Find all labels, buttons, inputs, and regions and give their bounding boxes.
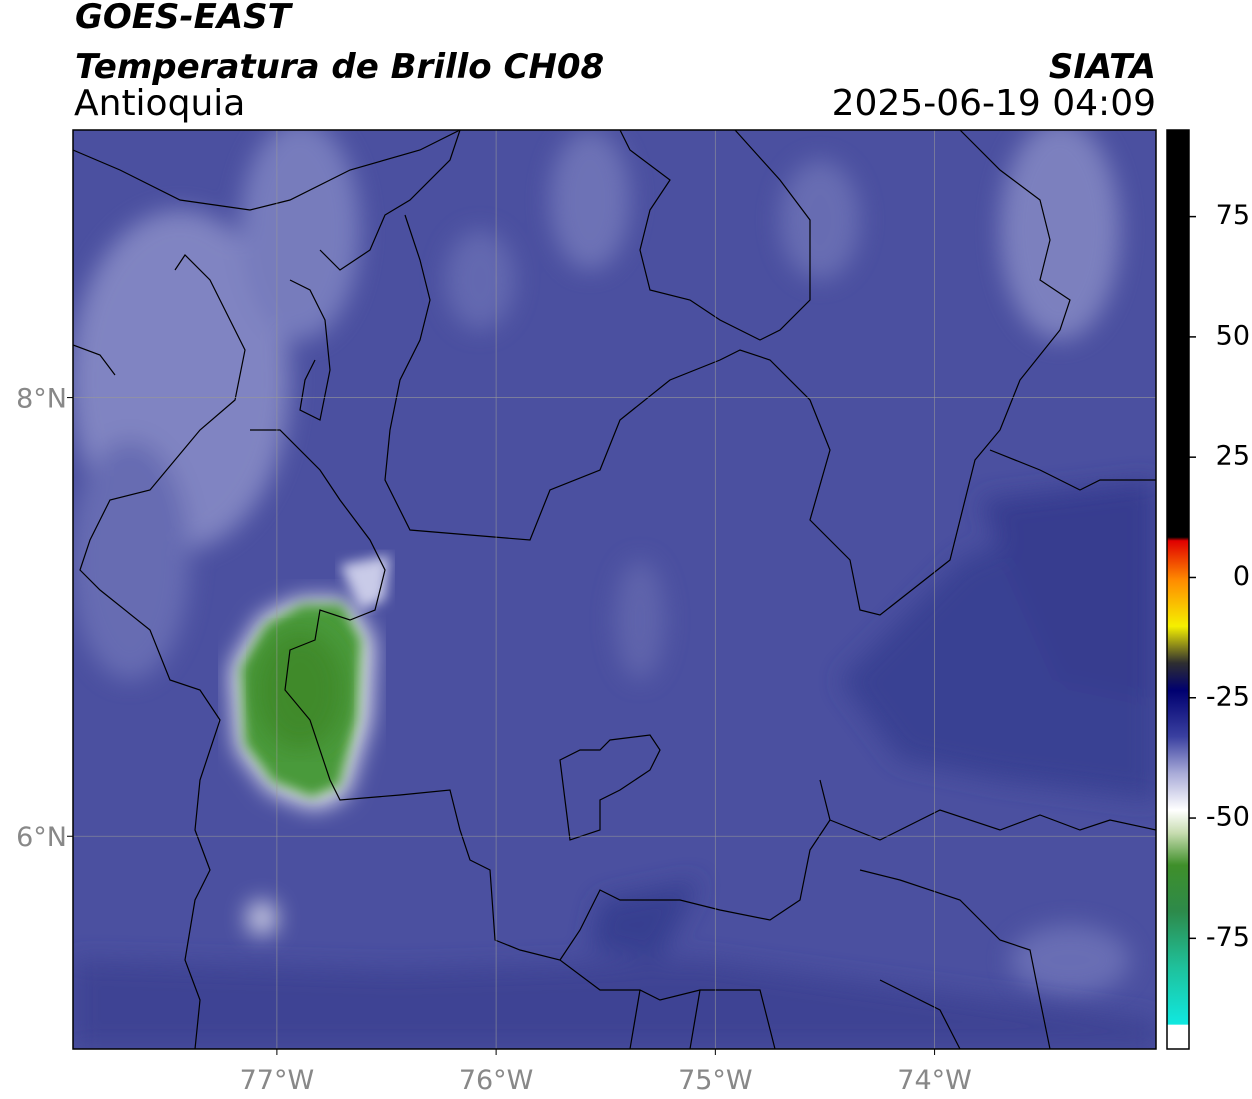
colorbar-tick-label: -25 — [1206, 681, 1250, 712]
x-tick-label: 77°W — [240, 1065, 315, 1096]
colorbar — [1166, 129, 1190, 1050]
subtitle: Temperatura de Brillo CH08 — [75, 47, 604, 87]
colorbar-tick-label: 50 — [1216, 320, 1250, 351]
borders — [73, 130, 1156, 1049]
grid — [73, 130, 1156, 1049]
title: GOES-EAST — [75, 0, 294, 37]
x-tick-label: 74°W — [897, 1065, 972, 1096]
map-frame — [72, 129, 1157, 1050]
x-tick-label: 76°W — [459, 1065, 534, 1096]
y-tick-label: 6°N — [16, 822, 67, 853]
colorbar-tick-label: -75 — [1206, 922, 1250, 953]
colorbar-tick-label: -50 — [1206, 802, 1250, 833]
colorbar-tick-label: 0 — [1233, 561, 1250, 592]
y-tick-label: 8°N — [16, 384, 67, 415]
colorbar-tick-label: 25 — [1216, 441, 1250, 472]
colorbar-tick-label: 75 — [1216, 200, 1250, 231]
timestamp: 2025-06-19 04:09 — [832, 83, 1156, 124]
region: Antioquia — [74, 83, 245, 124]
source: SIATA — [1049, 47, 1156, 87]
satellite-image — [73, 130, 1156, 1049]
x-tick-label: 75°W — [678, 1065, 753, 1096]
